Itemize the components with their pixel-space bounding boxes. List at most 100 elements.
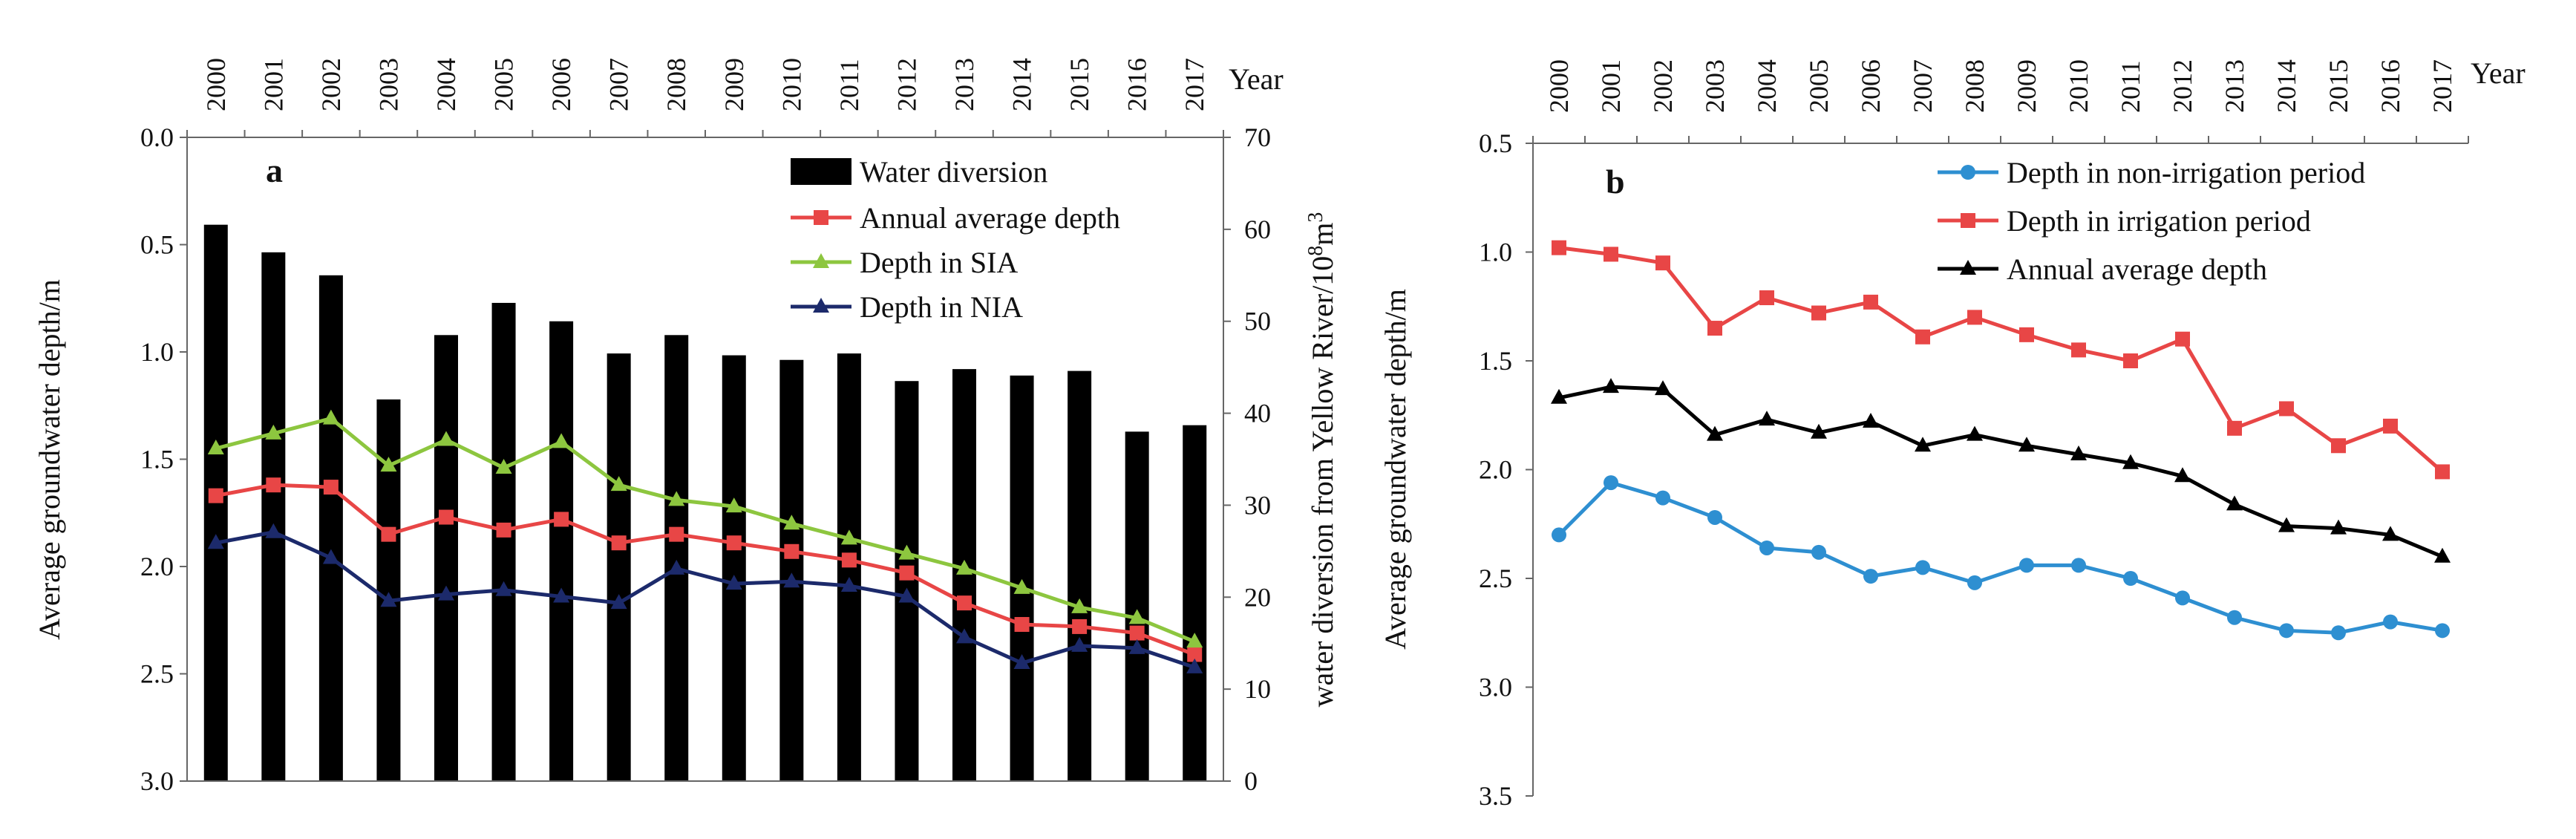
b-point-annual-2014 [2278,517,2295,532]
a-right-axis-title: water diversion from Yellow River/108m3 [1304,212,1339,708]
a-year-label: 2004 [431,58,461,111]
b-point-annual-2008 [1967,425,1983,441]
b-point-nonirr-2017 [2435,623,2450,639]
b-point-irr-2005 [1811,305,1826,321]
a-bar-2016 [1125,431,1149,781]
a-point-nia-2011 [840,577,857,592]
b-year-label: 2006 [1856,59,1886,113]
a-year-label: 2008 [661,58,691,111]
b-point-irr-2014 [2279,401,2294,417]
b-year-label: 2000 [1544,59,1574,113]
b-line-annual [1558,385,2443,559]
a-left-tick-label: 2.5 [140,659,174,689]
a-legend-label-sia: Depth in SIA [860,246,1018,279]
a-point-nia-2000 [207,534,224,549]
b-left-tick-label: 3.5 [1479,781,1512,811]
a-right-tick-label: 20 [1244,582,1271,612]
a-panel-tag: a [266,151,283,189]
a-right-tick-label: 0 [1244,766,1258,796]
b-point-nonirr-2010 [2071,558,2086,573]
a-point-annual-2013 [957,595,972,611]
a-right-tick-label: 70 [1244,123,1271,152]
b-point-irr-2002 [1655,255,1670,271]
a-bar-2008 [664,335,689,781]
b-point-nonirr-2003 [1707,509,1722,525]
b-year-label: 2007 [1908,59,1938,113]
a-right-title-sup2: 3 [1304,212,1327,223]
b-point-nonirr-2014 [2279,623,2294,639]
b-point-annual-2011 [2122,454,2139,469]
b-year-label: 2010 [2064,59,2093,113]
a-point-annual-2016 [1129,625,1145,641]
a-point-sia-2007 [610,476,627,492]
b-top-tick-marks [1532,136,2469,143]
b-year-label: 2015 [2324,59,2353,113]
a-point-annual-2004 [439,509,454,525]
b-point-nonirr-2009 [2019,558,2034,573]
a-legend: Water diversion Annual average depth Dep… [791,155,1120,324]
a-legend-marker-annual [814,210,828,225]
b-year-label: 2017 [2428,59,2457,113]
b-point-annual-2012 [2174,467,2191,483]
b-year-label: 2013 [2220,59,2249,113]
a-legend-label-annual: Annual average depth [860,201,1120,235]
a-point-sia-2005 [495,459,512,474]
a-point-annual-2003 [381,526,396,542]
b-point-irr-2010 [2071,342,2086,358]
a-point-sia-2009 [725,497,742,513]
b-point-nonirr-2006 [1863,569,1878,584]
a-year-tick-labels: 2000 2001 2002 2003 2004 2005 2006 2007 2008 2009… [201,58,1209,111]
b-left-tick-label: 2.0 [1479,455,1512,485]
b-point-irr-2017 [2435,464,2450,480]
panel-a: 0.0 0.5 1.0 1.5 2.0 2.5 3.0 0 10 20 30 40 50 60 70 20… [33,58,1339,796]
b-point-nonirr-2000 [1552,527,1566,543]
b-year-label: 2016 [2376,59,2405,113]
a-point-nia-2015 [1071,636,1088,652]
b-point-annual-2013 [2226,495,2243,511]
a-year-axis-label: Year [1229,62,1284,96]
a-year-label: 2002 [316,58,346,111]
a-left-tick-marks [180,137,187,782]
a-year-label: 2012 [892,58,921,111]
a-point-sia-2011 [840,529,857,545]
a-left-tick-labels: 0.0 0.5 1.0 1.5 2.0 2.5 3.0 [140,123,174,796]
b-point-annual-2007 [1915,437,1931,452]
b-year-tick-labels: 2000 2001 2002 2003 2004 2005 2006 2007 2008 2009… [1544,59,2457,113]
b-year-label: 2002 [1648,59,1678,113]
a-right-tick-label: 10 [1244,674,1271,704]
b-year-label: 2008 [1960,59,1990,113]
a-point-nia-2006 [553,587,570,603]
b-left-tick-label: 1.5 [1479,346,1512,376]
b-point-annual-2016 [2382,526,2399,541]
a-bar-2014 [1010,375,1034,781]
a-right-title-unit: m [1306,223,1339,246]
a-year-label: 2013 [949,58,979,111]
a-year-label: 2010 [777,58,806,111]
a-bar-2017 [1183,425,1207,781]
a-left-tick-label: 1.0 [140,337,174,367]
a-year-label: 2001 [258,58,288,111]
b-point-annual-2004 [1759,411,1775,426]
b-left-tick-label: 3.0 [1479,673,1512,702]
a-line-series [207,409,1203,673]
b-point-nonirr-2011 [2123,571,2138,586]
a-point-sia-2015 [1071,598,1088,613]
b-point-irr-2003 [1707,321,1722,336]
b-line-irr [1558,246,2444,474]
a-bar-2006 [549,321,574,781]
b-year-label: 2005 [1804,59,1834,113]
a-point-sia-2001 [265,424,282,440]
a-point-sia-2003 [380,457,397,472]
b-line-nonirr [1557,480,2443,635]
a-legend-label-nia: Depth in NIA [860,290,1023,324]
a-point-nia-2014 [1013,654,1030,670]
a-point-annual-2002 [323,480,339,495]
a-bar-2005 [491,302,516,781]
b-point-irr-2004 [1759,290,1774,306]
b-year-label: 2001 [1596,59,1626,113]
a-bar-2012 [895,381,919,781]
b-point-nonirr-2015 [2331,625,2346,641]
a-left-axis-title: Average groundwater depth/m [33,279,66,640]
a-top-tick-marks [186,130,1224,137]
